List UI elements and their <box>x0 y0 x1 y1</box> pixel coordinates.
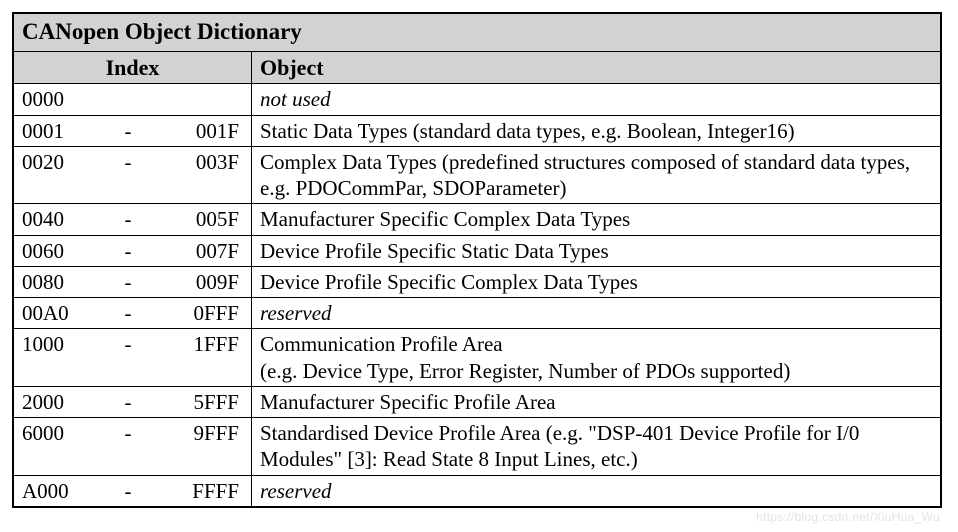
index-dash: - <box>100 329 156 387</box>
index-dash: - <box>100 235 156 266</box>
table-row: 0060-007FDevice Profile Specific Static … <box>13 235 941 266</box>
index-end: FFFF <box>156 475 252 507</box>
title-row: CANopen Object Dictionary <box>13 13 941 51</box>
index-dash: - <box>100 386 156 417</box>
table-row: 0080-009FDevice Profile Specific Complex… <box>13 266 941 297</box>
index-start: 0060 <box>13 235 100 266</box>
index-dash: - <box>100 146 156 204</box>
object-description: Manufacturer Specific Complex Data Types <box>252 204 942 235</box>
index-end <box>156 84 252 115</box>
object-description: Device Profile Specific Static Data Type… <box>252 235 942 266</box>
index-dash: - <box>100 115 156 146</box>
index-end: 009F <box>156 266 252 297</box>
table-row: 0020-003FComplex Data Types (predefined … <box>13 146 941 204</box>
table-row: 0000 not used <box>13 84 941 115</box>
index-dash: - <box>100 475 156 507</box>
object-description: reserved <box>252 475 942 507</box>
table-row: 0001-001FStatic Data Types (standard dat… <box>13 115 941 146</box>
index-start: 0040 <box>13 204 100 235</box>
table-row: 2000-5FFFManufacturer Specific Profile A… <box>13 386 941 417</box>
table-row: 00A0-0FFFreserved <box>13 298 941 329</box>
index-end: 007F <box>156 235 252 266</box>
table-title: CANopen Object Dictionary <box>13 13 941 51</box>
index-dash: - <box>100 204 156 235</box>
index-start: 6000 <box>13 418 100 476</box>
index-dash: - <box>100 266 156 297</box>
index-start: A000 <box>13 475 100 507</box>
index-end: 0FFF <box>156 298 252 329</box>
index-end: 5FFF <box>156 386 252 417</box>
table-row: A000-FFFFreserved <box>13 475 941 507</box>
index-end: 1FFF <box>156 329 252 387</box>
index-end: 005F <box>156 204 252 235</box>
object-description: reserved <box>252 298 942 329</box>
table-row: 0040-005FManufacturer Specific Complex D… <box>13 204 941 235</box>
object-description: Manufacturer Specific Profile Area <box>252 386 942 417</box>
index-start: 00A0 <box>13 298 100 329</box>
index-start: 0020 <box>13 146 100 204</box>
object-dictionary-table: CANopen Object Dictionary Index Object 0… <box>12 12 942 508</box>
index-end: 003F <box>156 146 252 204</box>
index-end: 9FFF <box>156 418 252 476</box>
header-object: Object <box>252 51 942 84</box>
object-description: Complex Data Types (predefined structure… <box>252 146 942 204</box>
index-start: 0000 <box>13 84 100 115</box>
index-end: 001F <box>156 115 252 146</box>
index-dash: - <box>100 418 156 476</box>
index-start: 0080 <box>13 266 100 297</box>
object-description: Standardised Device Profile Area (e.g. "… <box>252 418 942 476</box>
table-row: 1000-1FFFCommunication Profile Area(e.g.… <box>13 329 941 387</box>
object-description: Device Profile Specific Complex Data Typ… <box>252 266 942 297</box>
object-description: Static Data Types (standard data types, … <box>252 115 942 146</box>
table-row: 6000-9FFFStandardised Device Profile Are… <box>13 418 941 476</box>
index-dash <box>100 84 156 115</box>
index-start: 0001 <box>13 115 100 146</box>
object-description: Communication Profile Area(e.g. Device T… <box>252 329 942 387</box>
index-start: 2000 <box>13 386 100 417</box>
watermark-text: https://blog.csdn.net/XiuHua_Wu <box>756 510 940 524</box>
header-row: Index Object <box>13 51 941 84</box>
index-dash: - <box>100 298 156 329</box>
header-index: Index <box>13 51 252 84</box>
index-start: 1000 <box>13 329 100 387</box>
object-description: not used <box>252 84 942 115</box>
